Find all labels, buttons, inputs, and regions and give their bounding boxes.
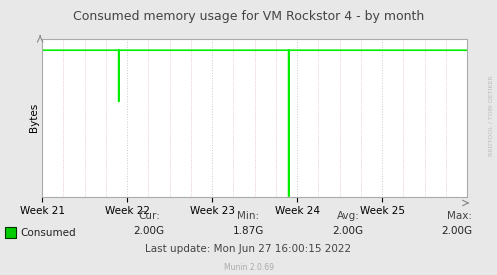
Text: RRDTOOL / TOBI OETIKER: RRDTOOL / TOBI OETIKER: [488, 75, 493, 156]
Text: Avg:: Avg:: [336, 211, 359, 221]
Text: 1.87G: 1.87G: [233, 227, 264, 236]
Text: 2.00G: 2.00G: [441, 227, 472, 236]
Text: Min:: Min:: [238, 211, 259, 221]
Text: Max:: Max:: [447, 211, 472, 221]
Text: 2.00G: 2.00G: [134, 227, 165, 236]
Text: Consumed memory usage for VM Rockstor 4 - by month: Consumed memory usage for VM Rockstor 4 …: [73, 10, 424, 23]
Text: Last update: Mon Jun 27 16:00:15 2022: Last update: Mon Jun 27 16:00:15 2022: [146, 244, 351, 254]
Text: Munin 2.0.69: Munin 2.0.69: [224, 263, 273, 272]
Text: 2.00G: 2.00G: [332, 227, 363, 236]
Y-axis label: Bytes: Bytes: [29, 103, 39, 132]
Text: Consumed: Consumed: [21, 228, 77, 238]
Text: Cur:: Cur:: [138, 211, 160, 221]
